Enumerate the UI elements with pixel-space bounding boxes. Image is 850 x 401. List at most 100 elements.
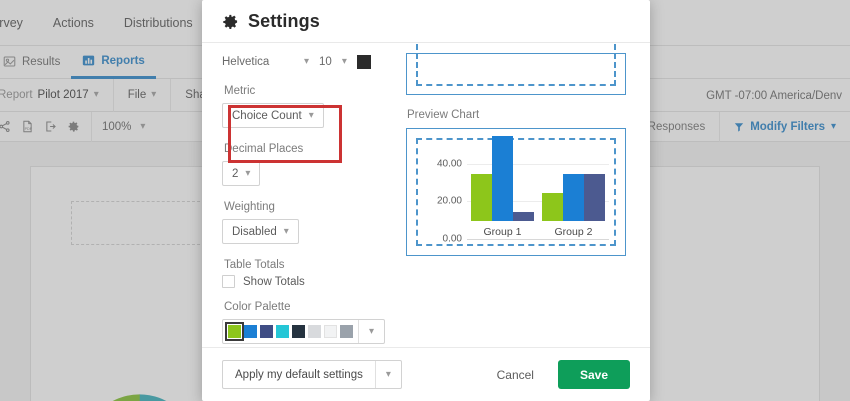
chevron-down-icon: ▾: [93, 89, 99, 100]
weighting-select[interactable]: Disabled ▾: [222, 219, 299, 244]
bar-group-0: [467, 136, 538, 221]
font-family-value: Helvetica: [222, 56, 270, 68]
preview-title-dashed-area: [416, 44, 616, 86]
color-palette-select[interactable]: ▾: [222, 319, 385, 344]
palette-swatch-0[interactable]: [225, 322, 244, 341]
bar-0-0: [471, 174, 492, 221]
palette-swatch-7[interactable]: [340, 325, 353, 338]
table-totals-field: Table Totals Show Totals: [222, 259, 400, 288]
preview-chart-label: Preview Chart: [407, 109, 480, 121]
chevron-down-icon: ▾: [140, 120, 146, 132]
weighting-field: Weighting Disabled ▾: [222, 201, 400, 244]
palette-swatch-3[interactable]: [276, 325, 289, 338]
file-menu[interactable]: File ▾: [114, 78, 172, 112]
decimal-places-label: Decimal Places: [224, 143, 304, 155]
chevron-down-icon: ▾: [151, 89, 157, 100]
y-axis-tick-0: 0.00: [442, 233, 462, 245]
preview-title-box: [406, 44, 626, 95]
chevron-down-icon: ▾: [245, 167, 251, 179]
color-palette-field: Color Palette ▾: [222, 301, 400, 344]
x-axis-label-1: Group 2: [554, 226, 593, 238]
subtab-reports-label: Reports: [101, 54, 145, 67]
chevron-down-icon[interactable]: ▾: [374, 361, 401, 388]
bar-1-2: [584, 174, 605, 221]
export-icon[interactable]: [44, 120, 58, 134]
y-axis-labels: 0.00 20.00 40.00: [425, 145, 465, 244]
bar-0-2: [513, 211, 534, 221]
gear-icon[interactable]: [67, 120, 81, 134]
pdf-icon[interactable]: PDF: [21, 120, 35, 134]
subtab-results-label: Results: [22, 56, 61, 68]
svg-text:PDF: PDF: [25, 126, 33, 130]
zoom-level-label: 100%: [102, 120, 132, 133]
chevron-down-icon[interactable]: ▾: [358, 320, 384, 343]
funnel-icon: [734, 122, 744, 132]
show-totals-label: Show Totals: [243, 275, 305, 288]
metric-field: Metric Choice Count ▾: [222, 85, 400, 128]
metric-value: Choice Count: [232, 109, 302, 122]
dialog-header: Settings: [202, 0, 650, 43]
font-controls-row: Helvetica ▾ 10 ▾: [222, 55, 400, 69]
report-prefix-label: Report: [0, 89, 33, 101]
modify-filters-label: Modify Filters: [750, 121, 825, 133]
chevron-down-icon: ▾: [308, 109, 314, 121]
decimal-places-select[interactable]: 2 ▾: [222, 161, 261, 186]
preview-chart-plot: 0.00 20.00 40.00 Group 1 Group 2: [425, 136, 609, 245]
chevron-down-icon: ▾: [830, 121, 836, 132]
footer-actions: Cancel Save: [491, 360, 630, 389]
x-axis-label-0: Group 1: [483, 226, 522, 238]
decimal-places-field: Decimal Places 2 ▾: [222, 143, 400, 186]
weighting-label: Weighting: [224, 201, 275, 213]
nav-item-distributions[interactable]: Distributions: [123, 15, 193, 30]
show-totals-row[interactable]: Show Totals: [222, 275, 400, 288]
apply-default-settings-label: Apply my default settings: [235, 368, 363, 381]
subtab-reports[interactable]: Reports: [71, 46, 156, 79]
color-palette-swatches: [223, 320, 358, 343]
metric-select[interactable]: Choice Count ▾: [222, 103, 324, 128]
settings-right-column: Preview Chart 0.00 20.00 40.00 Group 1 Grou…: [400, 44, 630, 347]
report-name-label: Pilot 2017: [37, 89, 89, 101]
chevron-down-icon[interactable]: ▾: [341, 56, 347, 67]
report-selector[interactable]: Report Pilot 2017 ▾: [0, 78, 114, 112]
share-nodes-icon[interactable]: [0, 120, 12, 134]
preview-chart-container: 0.00 20.00 40.00 Group 1 Group 2: [406, 128, 626, 256]
cancel-button[interactable]: Cancel: [491, 367, 540, 383]
metric-label: Metric: [224, 85, 256, 97]
toolbar-icon-group: PDF: [0, 111, 92, 142]
zoom-selector[interactable]: 100% ▾: [92, 112, 155, 142]
palette-swatch-2[interactable]: [260, 325, 273, 338]
chevron-down-icon[interactable]: ▾: [304, 56, 310, 67]
font-color-swatch[interactable]: [356, 55, 371, 69]
color-palette-label: Color Palette: [224, 301, 291, 313]
palette-swatch-4[interactable]: [292, 325, 305, 338]
apply-default-settings-button[interactable]: Apply my default settings ▾: [222, 360, 402, 389]
save-button[interactable]: Save: [557, 360, 630, 389]
dialog-body: Helvetica ▾ 10 ▾ Metric Choice Count ▾ D…: [202, 43, 650, 347]
table-totals-label: Table Totals: [224, 259, 285, 271]
font-size-value[interactable]: 10: [319, 56, 332, 68]
chevron-down-icon: ▾: [283, 225, 289, 237]
responses-label: Responses: [647, 121, 706, 133]
y-axis-tick-1: 20.00: [436, 195, 462, 207]
weighting-value: Disabled: [232, 225, 277, 238]
palette-swatch-1[interactable]: [244, 325, 257, 338]
settings-left-column: Helvetica ▾ 10 ▾ Metric Choice Count ▾ D…: [222, 51, 400, 347]
x-axis-labels: Group 1 Group 2: [467, 223, 609, 241]
nav-item-survey[interactable]: Survey: [0, 15, 23, 30]
subtab-results[interactable]: Results: [0, 46, 71, 79]
chart-bars: [467, 136, 609, 221]
palette-swatch-5[interactable]: [308, 325, 321, 338]
show-totals-checkbox[interactable]: [222, 275, 235, 288]
gridline-0: [467, 239, 609, 240]
reports-bar-icon: [82, 54, 96, 68]
modify-filters-button[interactable]: Modify Filters ▾: [719, 112, 850, 142]
bar-1-0: [542, 192, 563, 221]
palette-swatch-6[interactable]: [324, 325, 337, 338]
dialog-title: Settings: [248, 10, 320, 31]
bar-group-1: [538, 145, 609, 221]
nav-item-actions[interactable]: Actions: [52, 15, 94, 30]
donut-chart: 23% 21% 27% 29%: [62, 374, 217, 401]
font-family-selector[interactable]: Helvetica: [222, 56, 294, 68]
file-menu-label: File: [127, 89, 147, 101]
